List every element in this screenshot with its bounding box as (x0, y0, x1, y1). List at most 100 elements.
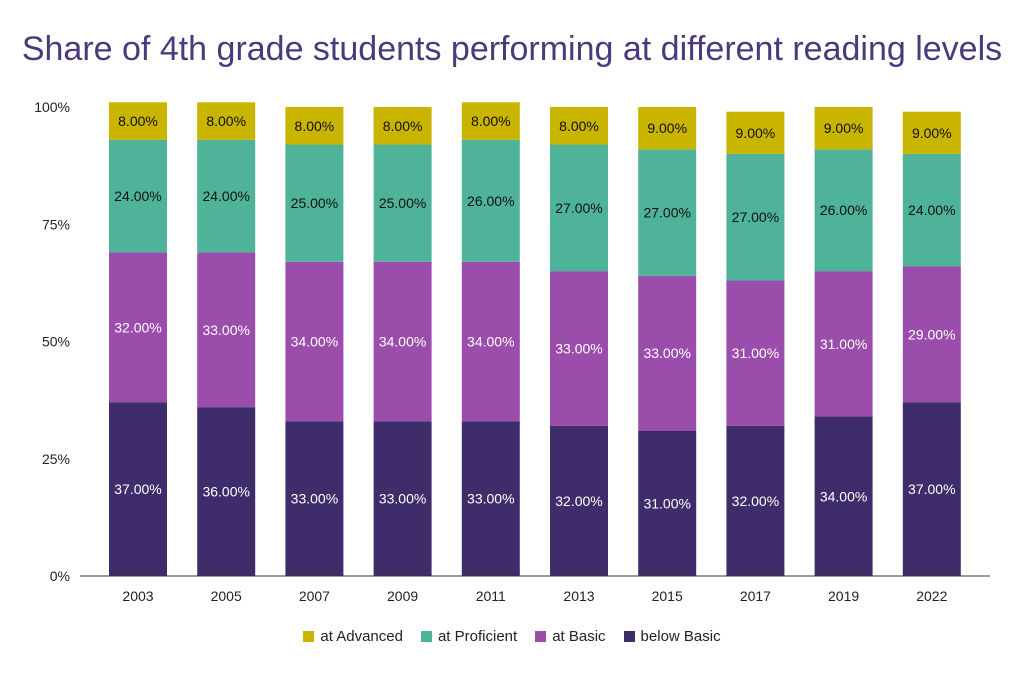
x-tick-label: 2022 (916, 588, 947, 604)
bar-segment (902, 266, 961, 403)
data-label: 37.00% (114, 481, 161, 497)
bar-segment (285, 144, 344, 262)
data-label: 31.00% (643, 495, 690, 511)
bar-segment (285, 261, 344, 422)
bar-segment (373, 144, 432, 262)
data-label: 8.00% (118, 113, 158, 129)
data-label: 33.00% (467, 491, 514, 507)
bar-segment (285, 107, 344, 145)
data-label: 34.00% (467, 334, 514, 350)
data-label: 9.00% (824, 120, 864, 136)
data-label: 8.00% (471, 113, 511, 129)
y-tick-label: 25% (42, 451, 70, 467)
data-label: 33.00% (379, 491, 426, 507)
data-label: 36.00% (202, 484, 249, 500)
x-tick-label: 2009 (387, 588, 418, 604)
bar-segment (814, 416, 873, 576)
bar-segment (550, 107, 608, 145)
bar-segment (373, 107, 432, 145)
data-label: 34.00% (820, 488, 867, 504)
data-label: 27.00% (555, 200, 602, 216)
x-tick-label: 2019 (828, 588, 859, 604)
bar-segment (109, 139, 167, 253)
legend-swatch (623, 631, 635, 642)
bar-segment (285, 421, 344, 576)
data-label: 9.00% (647, 120, 687, 136)
bar-segment (902, 402, 961, 576)
y-tick-label: 100% (34, 99, 70, 115)
data-label: 27.00% (732, 209, 779, 225)
bar-segment (638, 107, 697, 150)
bar-segment (726, 425, 785, 576)
bar-segment (197, 252, 256, 408)
data-label: 31.00% (732, 345, 779, 361)
x-tick-label: 2007 (299, 588, 330, 604)
legend-item: at Basic (535, 628, 606, 645)
bar-segment (461, 261, 520, 422)
data-label: 33.00% (643, 345, 690, 361)
x-tick-label: 2017 (740, 588, 771, 604)
legend-item: at Proficient (420, 628, 517, 645)
bar-segment (814, 107, 873, 150)
bar-segment (726, 280, 785, 426)
chart-title: Share of 4th grade students performing a… (21, 30, 1003, 68)
bar-segment (373, 261, 432, 422)
y-tick-label: 50% (42, 334, 70, 350)
legend-label: at Basic (552, 628, 606, 645)
data-label: 8.00% (295, 118, 335, 134)
data-label: 33.00% (202, 322, 249, 338)
y-tick-label: 0% (50, 568, 70, 584)
bar-segment (814, 271, 873, 417)
data-label: 8.00% (559, 118, 599, 134)
bar-segment (638, 275, 697, 431)
x-tick-label: 2003 (122, 588, 153, 604)
bar-segment (461, 139, 520, 262)
x-tick-label: 2013 (563, 588, 594, 604)
data-label: 25.00% (379, 195, 426, 211)
bar-segment (109, 102, 167, 140)
bar-segment (726, 111, 785, 154)
legend-label: below Basic (640, 628, 721, 645)
legend-swatch (420, 631, 432, 642)
bar-segment (726, 153, 785, 281)
bar-segment (550, 425, 608, 576)
data-label: 25.00% (291, 195, 338, 211)
legend-label: at Advanced (320, 628, 403, 645)
bar-segment (550, 271, 608, 426)
bar-segment (461, 421, 520, 576)
data-label: 31.00% (820, 336, 867, 352)
data-label: 9.00% (912, 125, 952, 141)
y-tick-label: 75% (42, 216, 70, 232)
bar-segment (109, 252, 167, 403)
legend-item: below Basic (623, 628, 721, 645)
data-label: 24.00% (202, 188, 249, 204)
data-label: 29.00% (908, 326, 955, 342)
data-label: 37.00% (908, 481, 955, 497)
data-label: 9.00% (736, 125, 776, 141)
data-label: 8.00% (206, 113, 246, 129)
bar-segment (902, 111, 961, 154)
data-label: 8.00% (383, 118, 423, 134)
bar-segment (373, 421, 432, 576)
data-label: 24.00% (114, 188, 161, 204)
legend-swatch (535, 631, 547, 642)
data-label: 34.00% (379, 334, 426, 350)
bar-segment (197, 102, 256, 140)
data-label: 32.00% (732, 493, 779, 509)
data-label: 32.00% (555, 493, 602, 509)
bar-segment (902, 153, 961, 267)
x-tick-label: 2005 (211, 588, 242, 604)
legend-item: at Advanced (303, 628, 403, 645)
legend: at Advanced at Proficient at Basic below Ba… (0, 628, 1024, 645)
x-tick-label: 2011 (476, 588, 506, 604)
data-label: 26.00% (467, 193, 514, 209)
legend-swatch (303, 631, 315, 642)
bar-segment (197, 407, 256, 576)
bar-segment (638, 430, 697, 576)
bar-segment (197, 139, 256, 253)
data-label: 32.00% (114, 319, 161, 335)
data-label: 33.00% (291, 491, 338, 507)
data-label: 34.00% (291, 334, 338, 350)
bar-segment (814, 149, 873, 272)
